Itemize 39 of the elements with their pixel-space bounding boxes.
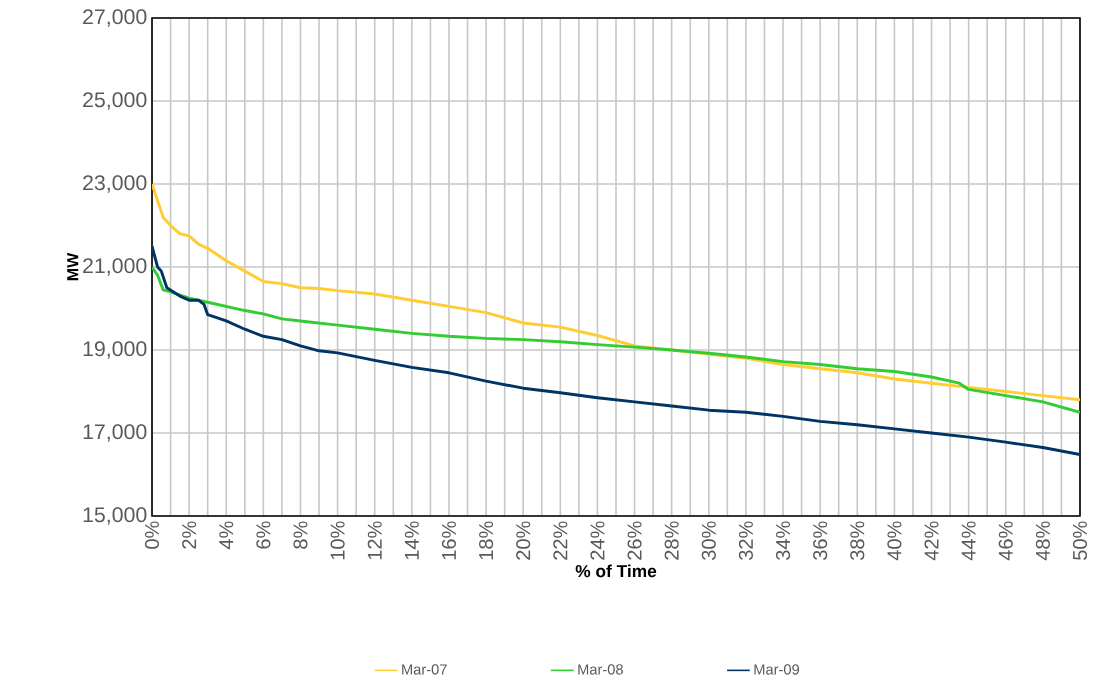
x-tick-label: 44% [961, 521, 976, 561]
legend-label: Mar-08 [578, 664, 623, 675]
x-tick-label: 14% [404, 521, 419, 560]
x-tick-label: 48% [1035, 521, 1050, 561]
x-tick-label: 4% [219, 521, 234, 550]
x-tick-label: 12% [367, 521, 382, 560]
x-tick-label: 2% [182, 521, 197, 549]
y-tick-label: 15,000 [83, 507, 147, 525]
legend-label: Mar-09 [754, 664, 800, 675]
legend-label: Mar-07 [402, 664, 447, 675]
x-tick-label: 46% [998, 521, 1013, 561]
x-tick-label: 50% [1072, 521, 1088, 560]
x-tick-label: 40% [887, 521, 902, 561]
x-tick-label: 16% [441, 521, 457, 560]
x-tick-label: 26% [627, 521, 642, 560]
x-tick-label: 22% [553, 521, 568, 560]
y-tick-label: 23,000 [83, 175, 147, 193]
x-tick-label: 6% [256, 521, 271, 549]
x-tick-label: 8% [293, 521, 308, 549]
y-tick-label: 27,000 [83, 9, 147, 27]
x-tick-label: 28% [664, 521, 679, 560]
x-tick-label: 30% [701, 521, 716, 560]
y-tick-label: 17,000 [83, 424, 147, 442]
x-tick-label: 24% [590, 521, 605, 560]
x-tick-label: 42% [924, 521, 939, 561]
x-tick-label: 18% [479, 521, 494, 560]
y-tick-label: 25,000 [83, 92, 147, 110]
y-tick-label: 19,000 [83, 341, 147, 359]
x-tick-label: 32% [738, 521, 753, 560]
x-tick-label: 34% [775, 521, 791, 560]
x-tick-label: 10% [330, 521, 345, 560]
x-tick-label: 0% [144, 521, 160, 549]
x-axis-title: % of Time [575, 564, 657, 578]
line-series [152, 244, 1080, 457]
x-tick-label: 38% [850, 521, 865, 560]
x-tick-label: 20% [516, 521, 531, 560]
y-tick-label: 21,000 [83, 258, 147, 276]
y-axis-title: MW [67, 252, 79, 281]
x-tick-label: 36% [813, 521, 828, 560]
